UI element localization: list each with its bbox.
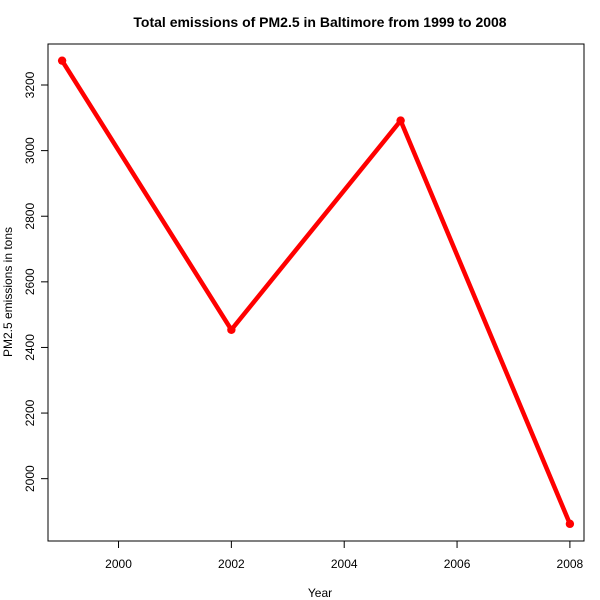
x-tick-label: 2008 <box>557 557 584 571</box>
x-tick-label: 2006 <box>444 557 471 571</box>
y-tick-label: 2400 <box>23 334 37 361</box>
x-tick-label: 2002 <box>218 557 245 571</box>
y-tick-label: 3000 <box>23 137 37 164</box>
x-tick-label: 2000 <box>105 557 132 571</box>
data-point <box>57 56 67 65</box>
chart-title: Total emissions of PM2.5 in Baltimore fr… <box>133 14 506 30</box>
series-layer <box>57 56 575 529</box>
y-tick-label: 2200 <box>23 399 37 426</box>
y-axis: 2000 2200 2400 2600 2800 3000 3200 <box>23 71 49 492</box>
y-tick-label: 2800 <box>23 203 37 230</box>
y-tick-label: 2000 <box>23 465 37 492</box>
x-axis: 2000 2002 2004 2006 2008 <box>105 540 584 571</box>
data-point <box>565 519 575 529</box>
data-point <box>396 116 405 125</box>
y-tick-label: 3200 <box>23 71 37 98</box>
x-tick-label: 2004 <box>331 557 358 571</box>
series-line <box>59 58 573 527</box>
data-point <box>227 325 236 334</box>
y-tick-label: 2600 <box>23 268 37 295</box>
x-axis-label: Year <box>308 586 332 600</box>
y-axis-label: PM2.5 emissions in tons <box>1 227 15 357</box>
plot-frame <box>47 43 585 542</box>
